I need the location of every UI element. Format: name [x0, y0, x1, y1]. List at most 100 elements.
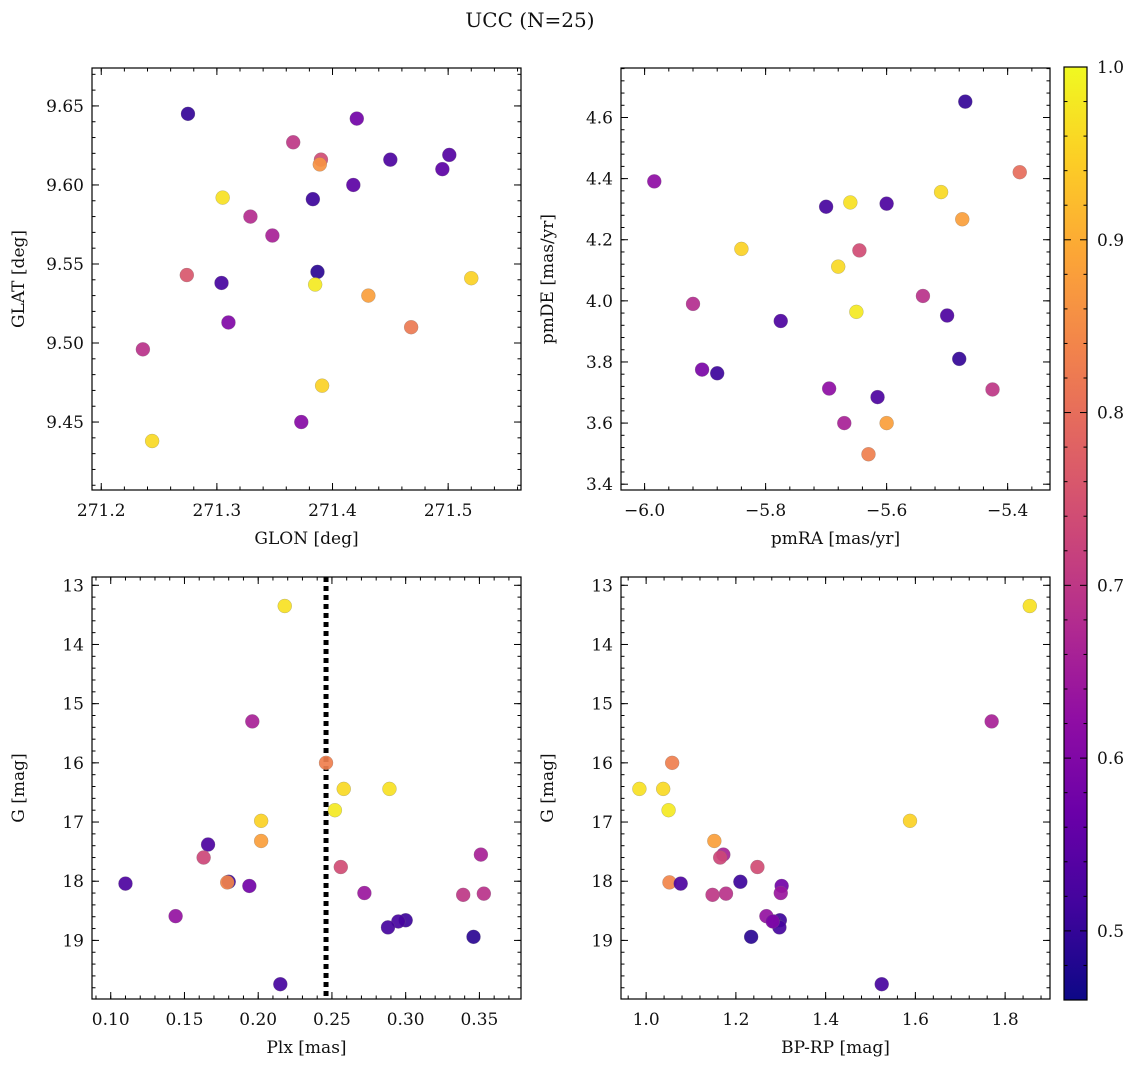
y-tick-label: 18	[62, 872, 84, 892]
scatter-point	[831, 259, 846, 274]
scatter-point	[221, 315, 236, 330]
scatter-point	[168, 908, 183, 924]
x-tick-label: −5.4	[987, 501, 1028, 521]
scatter-point	[879, 196, 894, 211]
scatter-point	[273, 977, 288, 992]
scatter-point	[220, 875, 235, 890]
scatter-point	[843, 195, 858, 210]
scatter-point	[939, 308, 955, 323]
scatter-point	[955, 212, 970, 227]
colorbar: 0.5 0.6 0.7 0.8 0.9 1.0	[1063, 58, 1124, 1001]
points	[135, 106, 479, 449]
scatter-point	[661, 802, 676, 818]
scatter-point	[196, 850, 211, 865]
scatter-point	[382, 781, 397, 797]
scatter-point	[215, 190, 230, 205]
x-axis-label: GLON [deg]	[254, 529, 358, 549]
x-tick-label: 271.2	[77, 501, 126, 521]
scatter-point	[773, 313, 788, 329]
y-tick-label: 4.0	[586, 292, 613, 312]
scatter-point	[849, 304, 864, 320]
scatter-point	[874, 977, 889, 992]
scatter-point	[118, 876, 133, 891]
y-tick-label: 3.8	[586, 353, 613, 373]
scatter-point	[734, 241, 749, 257]
colorbar-tick-label: 1.0	[1097, 58, 1124, 78]
points	[118, 598, 492, 992]
scatter-point	[743, 929, 759, 945]
scatter-point	[821, 381, 837, 396]
y-tick-label: 3.4	[586, 475, 613, 495]
axes-frame	[620, 67, 1051, 491]
x-axis-label: BP-RP [mag]	[781, 1038, 890, 1058]
scatter-point	[307, 277, 323, 292]
y-tick-label: 4.6	[586, 109, 613, 129]
scatter-point	[253, 813, 269, 829]
scatter-point	[870, 389, 885, 405]
y-tick-label: 14	[591, 635, 613, 655]
x-tick-label: 0.15	[166, 1010, 204, 1030]
x-tick-label: 1.4	[812, 1010, 839, 1030]
y-axis-label: G [mag]	[9, 753, 29, 822]
y-axis-label: GLAT [deg]	[9, 230, 29, 328]
scatter-point	[333, 859, 348, 875]
y-tick-label: 19	[591, 931, 613, 951]
scatter-point	[455, 887, 471, 903]
figure-title: UCC (N=25)	[465, 8, 594, 32]
y-tick-label: 17	[62, 813, 84, 833]
y-tick-label: 16	[591, 754, 613, 774]
scatter-point	[310, 264, 325, 280]
scatter-point	[1022, 598, 1038, 614]
scatter-point	[476, 886, 492, 901]
axes-frame	[91, 576, 522, 1000]
scatter-point	[1012, 165, 1027, 180]
scatter-point	[915, 288, 931, 304]
scatter-point	[357, 885, 372, 901]
scatter-point	[346, 177, 361, 193]
panel-glon_glat: 271.2 271.3 271.4 271.5 9.45 9.50 9.55 9.60 9.65…	[9, 67, 522, 549]
y-axis-label: G [mag]	[538, 753, 558, 822]
y-tick-label: 18	[591, 872, 613, 892]
y-tick-label: 15	[591, 695, 613, 715]
axes-frame	[620, 576, 1051, 1000]
scatter-point	[265, 228, 280, 243]
scatter-point	[305, 191, 321, 207]
colorbar-tick-label: 0.9	[1097, 231, 1124, 251]
colorbar-tick-label: 0.6	[1097, 749, 1124, 769]
scatter-point	[933, 184, 949, 200]
scatter-point	[852, 243, 867, 258]
scatter-point	[349, 111, 365, 126]
x-tick-label: 0.35	[460, 1010, 498, 1030]
scatter-point	[318, 755, 334, 771]
y-tick-label: 15	[62, 695, 84, 715]
scatter-point	[718, 886, 734, 901]
axes-frame	[91, 67, 522, 491]
colorbar-tick-label: 0.8	[1097, 404, 1124, 424]
y-tick-label: 9.60	[46, 176, 84, 196]
y-tick-label: 9.65	[46, 97, 84, 117]
scatter-point	[253, 833, 269, 849]
scatter-point	[380, 920, 396, 935]
scatter-point	[179, 267, 195, 283]
y-tick-label: 17	[591, 813, 613, 833]
scatter-point	[655, 781, 671, 797]
y-axis-label: pmDE [mas/yr]	[538, 214, 558, 344]
scatter-point	[647, 174, 662, 189]
scatter-point	[952, 351, 967, 367]
scatter-point	[712, 850, 728, 865]
colorbar-gradient	[1063, 66, 1088, 1001]
points	[632, 598, 1038, 992]
scatter-point	[180, 106, 196, 122]
y-tick-label: 9.45	[46, 413, 84, 433]
scatter-point	[837, 415, 852, 431]
scatter-point	[464, 271, 479, 286]
scatter-point	[765, 914, 780, 929]
scatter-point	[694, 362, 710, 377]
x-tick-label: 271.3	[193, 501, 242, 521]
scatter-point	[294, 414, 309, 430]
scatter-point	[664, 755, 680, 771]
scatter-point	[685, 296, 701, 312]
y-tick-label: 9.50	[46, 334, 84, 354]
scatter-point	[958, 94, 973, 109]
